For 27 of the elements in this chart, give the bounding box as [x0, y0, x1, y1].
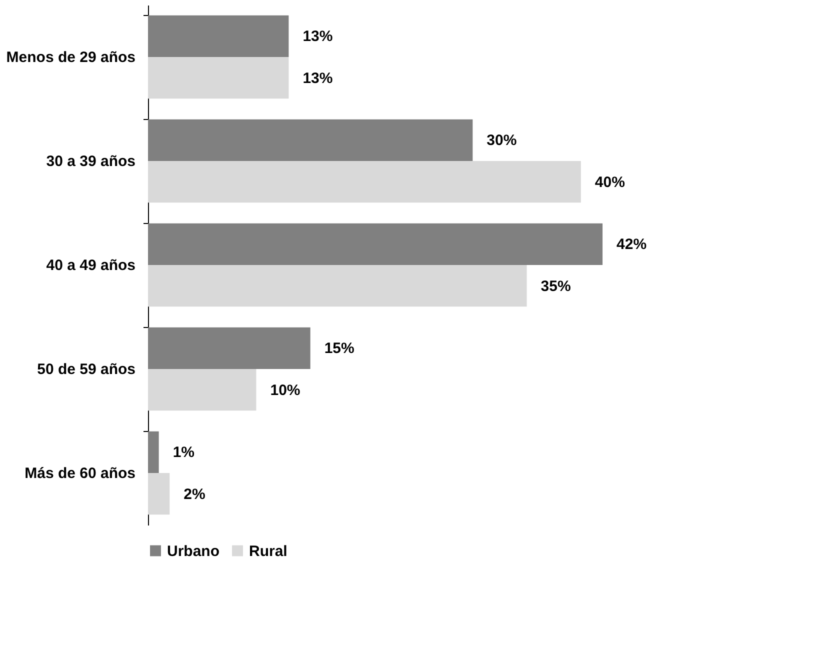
- data-label: 35%: [540, 278, 571, 295]
- legend-label: Rural: [249, 542, 288, 560]
- bar: [148, 369, 256, 411]
- bar: [148, 57, 289, 99]
- bar: [148, 161, 581, 203]
- bar: [148, 223, 603, 265]
- legend-label: Urbano: [167, 542, 220, 560]
- data-label: 42%: [616, 236, 647, 254]
- data-label: 13%: [302, 70, 333, 87]
- data-label: 40%: [594, 174, 625, 191]
- bar: [148, 265, 527, 307]
- data-label: 15%: [324, 340, 354, 358]
- y-tick-label: Más de 60 años: [24, 465, 136, 482]
- data-label: 30%: [486, 132, 517, 150]
- data-label: 2%: [184, 486, 206, 503]
- bar: [148, 327, 310, 369]
- bar: [148, 119, 473, 161]
- bar: [148, 15, 289, 57]
- data-label: 1%: [172, 444, 195, 462]
- data-label: 10%: [270, 382, 300, 399]
- y-tick-label: Menos de 29 años: [6, 49, 136, 66]
- y-tick-label: 50 de 59 años: [37, 361, 136, 378]
- y-tick-label: 40 a 49 años: [46, 257, 136, 274]
- data-label: 13%: [302, 28, 333, 46]
- y-tick-label: 30 a 39 años: [46, 153, 136, 170]
- bar: [148, 473, 170, 515]
- bar: [148, 431, 159, 473]
